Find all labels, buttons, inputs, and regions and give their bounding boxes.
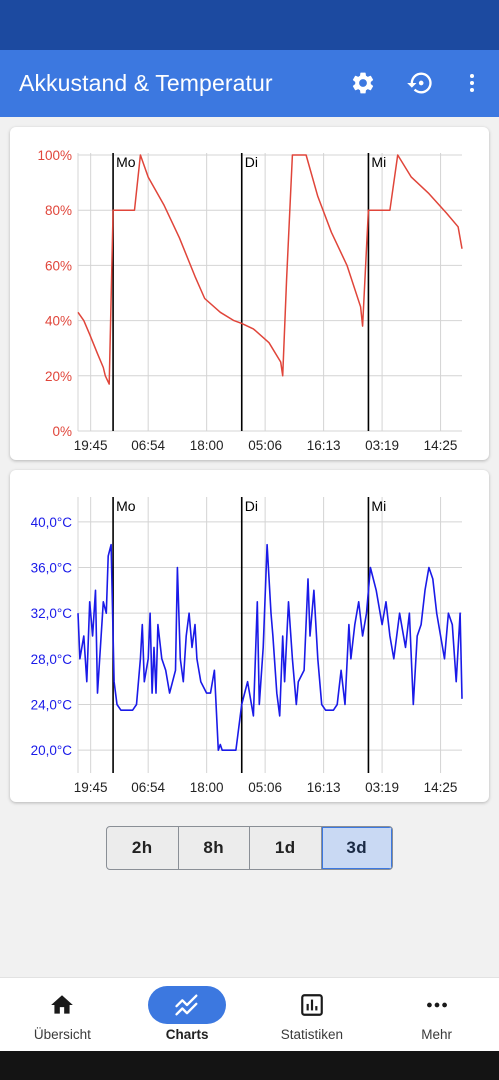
status-bar	[0, 0, 499, 50]
y-tick-label: 36,0°C	[31, 561, 73, 576]
y-tick-label: 20,0°C	[31, 743, 73, 758]
day-marker-label: Mi	[371, 154, 386, 170]
x-tick-label: 19:45	[74, 780, 108, 795]
battery-chart: 0% 20% 40% 60% 80% 100% 19:45 06:54 18:00 05:06 16…	[37, 148, 463, 453]
y-tick-label: 40,0°C	[31, 515, 73, 530]
temperature-chart: 20,0°C 24,0°C 28,0°C 32,0°C 36,0°C 40,0°C 19:4…	[31, 497, 463, 795]
more-vert-icon	[470, 74, 474, 92]
day-marker-label: Di	[245, 154, 258, 170]
gear-icon	[352, 72, 374, 94]
range-1d-button[interactable]: 1d	[250, 827, 322, 869]
x-tick-label: 18:00	[190, 438, 224, 453]
system-navigation-bar	[0, 1051, 499, 1080]
history-button[interactable]	[405, 68, 435, 98]
day-marker-label: Mo	[116, 498, 136, 514]
history-icon	[407, 72, 432, 94]
range-3d-button[interactable]: 3d	[321, 827, 392, 869]
x-tick-label: 03:19	[365, 780, 399, 795]
chart-line-icon	[175, 994, 198, 1016]
day-marker-label: Mo	[116, 154, 136, 170]
nav-charts-label: Charts	[165, 1027, 209, 1042]
temperature-chart-card: 20,0°C 24,0°C 28,0°C 32,0°C 36,0°C 40,0°C 19:4…	[10, 470, 489, 802]
nav-charts[interactable]: Charts	[125, 978, 250, 1051]
range-2h-button[interactable]: 2h	[107, 827, 179, 869]
y-tick-label: 100%	[37, 148, 72, 163]
day-marker-label: Mi	[371, 498, 386, 514]
overflow-menu-button[interactable]	[457, 68, 487, 98]
nav-statistics-label: Statistiken	[280, 1027, 344, 1042]
app-bar: Akkustand & Temperatur	[0, 50, 499, 117]
nav-overview-label: Übersicht	[33, 1027, 91, 1042]
x-tick-label: 14:25	[424, 780, 458, 795]
nav-overview[interactable]: Übersicht	[0, 978, 125, 1051]
x-tick-label: 05:06	[248, 438, 282, 453]
temperature-series-line	[77, 543, 463, 751]
nav-more-label: Mehr	[421, 1027, 452, 1042]
more-horiz-icon	[426, 1002, 447, 1008]
y-tick-label: 60%	[45, 258, 72, 273]
x-tick-label: 14:25	[424, 438, 458, 453]
x-tick-label: 06:54	[131, 438, 165, 453]
y-tick-label: 80%	[45, 203, 72, 218]
y-tick-label: 40%	[45, 314, 72, 329]
x-tick-label: 16:13	[307, 780, 341, 795]
day-marker-label: Di	[245, 498, 258, 514]
nav-more[interactable]: Mehr	[374, 978, 499, 1051]
y-tick-label: 0%	[52, 424, 72, 439]
time-range-selector: 2h 8h 1d 3d	[106, 826, 393, 870]
x-tick-label: 18:00	[190, 780, 224, 795]
x-tick-label: 05:06	[248, 780, 282, 795]
range-8h-button[interactable]: 8h	[179, 827, 250, 869]
y-tick-label: 20%	[45, 369, 72, 384]
y-tick-label: 28,0°C	[31, 652, 73, 667]
battery-chart-card: 0% 20% 40% 60% 80% 100% 19:45 06:54 18:00 05:06 16…	[10, 127, 489, 460]
home-icon	[51, 995, 74, 1014]
x-tick-label: 03:19	[365, 438, 399, 453]
y-tick-label: 24,0°C	[31, 698, 73, 713]
x-tick-label: 06:54	[131, 780, 165, 795]
bottom-navigation: Übersicht Charts Statistiken Mehr	[0, 977, 499, 1051]
settings-button[interactable]	[348, 68, 378, 98]
y-tick-label: 32,0°C	[31, 606, 73, 621]
x-tick-label: 16:13	[307, 438, 341, 453]
x-tick-label: 19:45	[74, 438, 108, 453]
battery-series-line	[77, 154, 463, 385]
nav-statistics[interactable]: Statistiken	[250, 978, 375, 1051]
bar-chart-icon	[301, 994, 323, 1016]
app-title: Akkustand & Temperatur	[19, 70, 273, 96]
